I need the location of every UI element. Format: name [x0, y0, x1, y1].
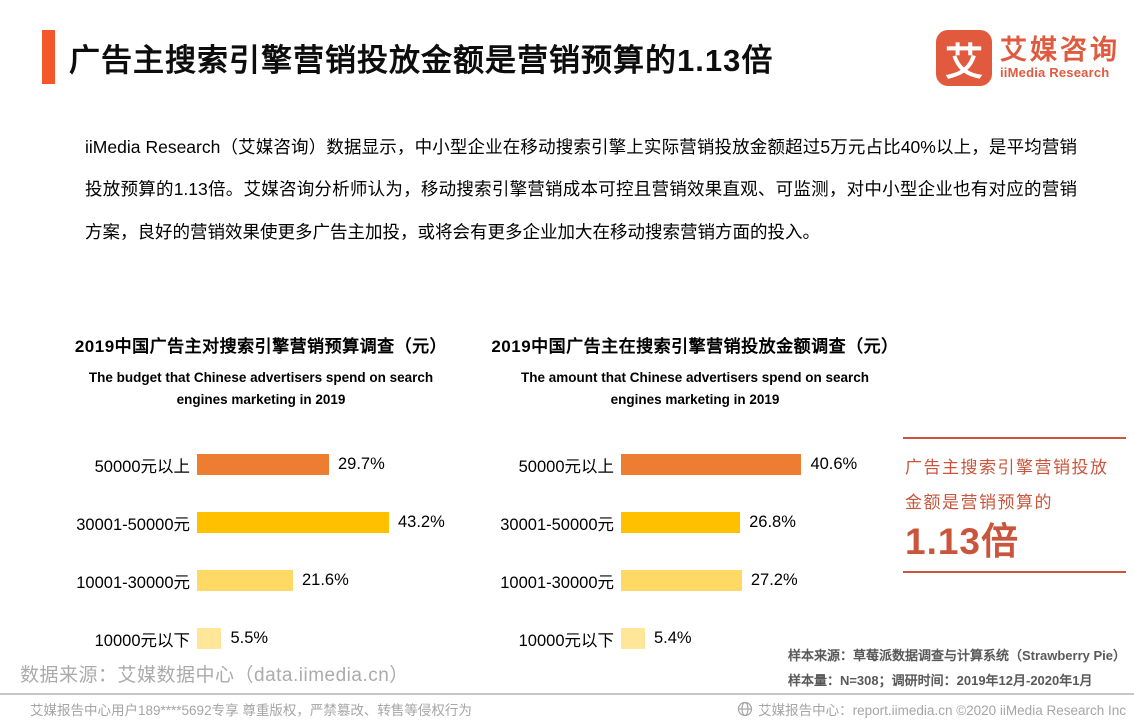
value-label: 21.6%	[302, 571, 349, 590]
bar-row: 30001-50000元 26.8%	[479, 494, 911, 552]
bar-rows: 50000元以上 29.7% 30001-50000元 43.2% 10001-3000…	[55, 436, 467, 668]
value-label: 26.8%	[749, 513, 796, 532]
value-label: 5.4%	[654, 629, 692, 648]
category-label: 30001-50000元	[76, 515, 190, 534]
footer-watermark: 艾媒报告中心用户189****5692专享 尊重版权，严禁篡改、转售等侵权行为	[30, 702, 472, 718]
category-label: 10000元以下	[518, 631, 614, 650]
iimedia-logo-text: 艾媒咨询 iiMedia Research	[1000, 35, 1120, 80]
highlight-callout: 广告主搜索引擎营销投放金额是营销预算的 1.13倍	[903, 437, 1126, 574]
category-label: 30001-50000元	[500, 515, 614, 534]
bar-row: 50000元以上 40.6%	[479, 436, 911, 494]
value-label: 5.5%	[230, 629, 269, 648]
footer-site: 艾媒报告中心：report.iimedia.cn ©2020 iiMedia R…	[737, 699, 1126, 719]
charts-section: 2019中国广告主对搜索引擎营销预算调查（元） The budget that …	[55, 332, 1134, 668]
page-title: 广告主搜索引擎营销投放金额是营销预算的1.13倍	[69, 42, 774, 78]
bar	[197, 628, 222, 650]
bar	[621, 454, 802, 476]
bar	[621, 512, 741, 534]
data-source: 数据来源：艾媒数据中心（data.iimedia.cn）	[20, 665, 409, 686]
value-label: 43.2%	[398, 513, 445, 532]
iimedia-logo: 艾 艾媒咨询 iiMedia Research	[936, 30, 1120, 86]
iimedia-logo-icon: 艾	[936, 30, 992, 86]
amount-chart: 2019中国广告主在搜索引擎营销投放金额调查（元） The amount tha…	[479, 332, 911, 668]
budget-chart: 2019中国广告主对搜索引擎营销预算调查（元） The budget that …	[55, 332, 467, 668]
bar-row: 10001-30000元 21.6%	[55, 552, 467, 610]
intro-paragraph: iiMedia Research（艾媒咨询）数据显示，中小型企业在移动搜索引擎上…	[85, 137, 1077, 242]
sample-size: 样本量：N=308；调研时间：2019年12月-2020年1月	[787, 673, 1093, 689]
bar-row: 30001-50000元 43.2%	[55, 494, 467, 552]
bar	[197, 570, 293, 592]
chart-subtitle: The amount that Chinese advertisers spen…	[520, 370, 870, 408]
chart-subtitle: The budget that Chinese advertisers spen…	[88, 370, 434, 408]
value-label: 40.6%	[810, 455, 858, 474]
value-label: 27.2%	[750, 571, 798, 590]
bar	[621, 570, 742, 592]
sample-source: 样本来源：草莓派数据调查与计算系统（Strawberry Pie）	[787, 648, 1126, 663]
bar-row: 10000元以下 5.4%	[479, 610, 911, 668]
chart-title: 2019中国广告主在搜索引擎营销投放金额调查（元）	[491, 337, 899, 356]
callout-text: 广告主搜索引擎营销投放金额是营销预算的	[905, 458, 1109, 512]
callout-key-figure: 1.13倍	[905, 520, 1020, 562]
value-label: 29.7%	[338, 455, 385, 474]
bar	[197, 512, 389, 534]
category-label: 10001-30000元	[76, 573, 190, 592]
title-accent-bar	[42, 30, 55, 84]
sample-info: 样本来源：草莓派数据调查与计算系统（Strawberry Pie） 样本量：N=…	[788, 643, 1126, 694]
footer-site-text: 艾媒报告中心：report.iimedia.cn ©2020 iiMedia R…	[758, 702, 1126, 718]
category-label: 10001-30000元	[500, 573, 614, 592]
chart-title: 2019中国广告主对搜索引擎营销预算调查（元）	[74, 337, 448, 356]
header: 广告主搜索引擎营销投放金额是营销预算的1.13倍 艾 艾媒咨询 iiMedia …	[42, 30, 1134, 86]
bar-row: 50000元以上 29.7%	[55, 436, 467, 494]
bar-row: 10000元以下 5.5%	[55, 610, 467, 668]
category-label: 10000元以下	[94, 631, 190, 650]
bar-rows: 50000元以上 40.6% 30001-50000元 26.8% 10001-3000…	[479, 436, 911, 668]
logo-name-cn: 艾媒咨询	[1000, 35, 1120, 66]
category-label: 50000元以上	[94, 457, 190, 476]
bar	[197, 454, 329, 476]
category-label: 50000元以上	[518, 457, 614, 476]
bar-row: 10001-30000元 27.2%	[479, 552, 911, 610]
footer-bar: 艾媒报告中心用户189****5692专享 尊重版权，严禁篡改、转售等侵权行为 …	[0, 693, 1134, 722]
bar	[621, 628, 645, 650]
globe-icon	[738, 701, 753, 716]
logo-name-en: iiMedia Research	[1000, 64, 1110, 80]
